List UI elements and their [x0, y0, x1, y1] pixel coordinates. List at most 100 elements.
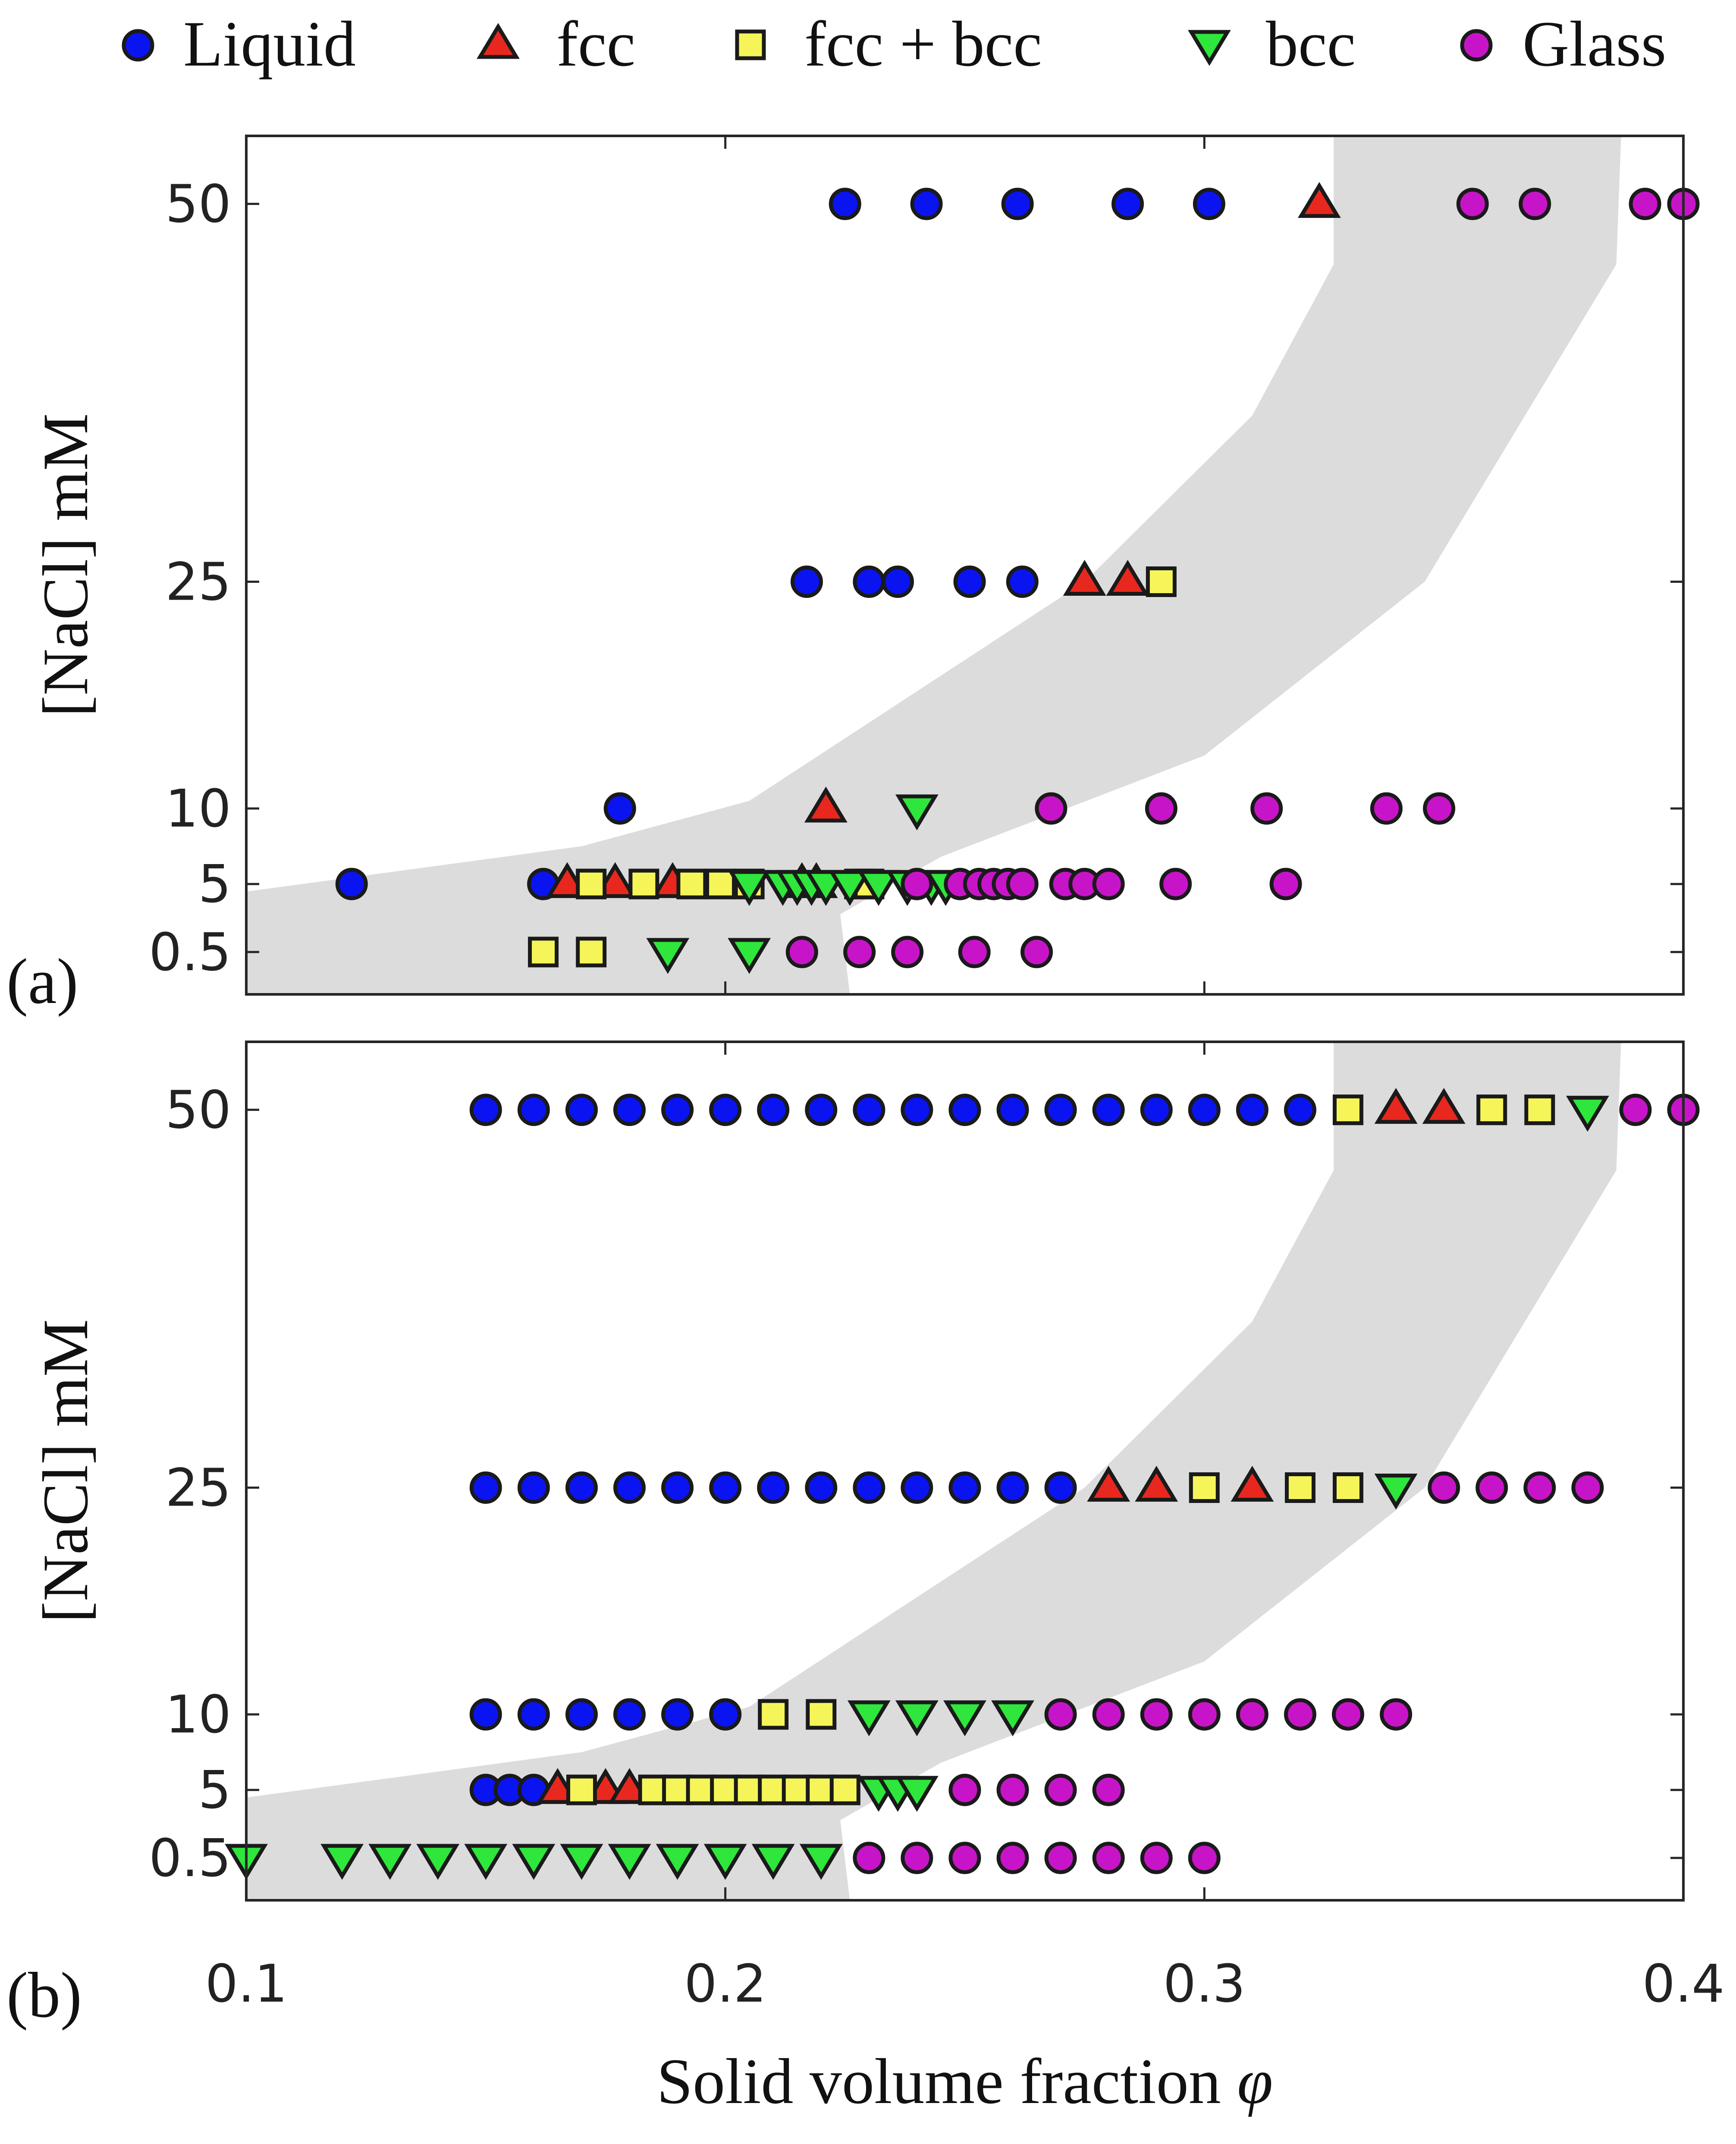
panel-b-point-liquid	[661, 1471, 694, 1504]
panel-b-point-liquid	[613, 1698, 646, 1731]
panel-b-point-fcc-bcc	[758, 1699, 789, 1730]
panel-b-point-fcc	[1087, 1465, 1130, 1502]
panel-a-ytick-label: 0.5	[149, 923, 231, 983]
panel-b-point-glass	[1044, 1842, 1077, 1874]
panel-b-point-fcc	[1374, 1088, 1418, 1124]
panel-a-point-fcc-bcc	[1146, 566, 1177, 597]
panel-b-point-liquid	[613, 1094, 646, 1126]
panel-b-xtick-label: 0.1	[205, 1954, 288, 2014]
panel-b-point-liquid	[661, 1094, 694, 1126]
panel-b-point-liquid	[565, 1698, 598, 1731]
panel-b-point-fcc-bcc	[1476, 1094, 1507, 1125]
panel-a-ytick-label: 10	[165, 779, 231, 839]
panel-a-point-bcc	[895, 794, 939, 830]
panel-b-point-glass	[1140, 1842, 1173, 1874]
panel-b-point-glass	[1188, 1842, 1221, 1874]
panel-b-point-glass	[1140, 1698, 1173, 1731]
panel-b-point-liquid	[805, 1471, 838, 1504]
panel-b-point-glass	[1188, 1698, 1221, 1731]
panel-b-point-fcc-bcc	[1333, 1472, 1363, 1503]
panel-a-point-glass	[1159, 868, 1192, 900]
panel-a-point-liquid	[882, 566, 914, 598]
panel-b-ytick-label: 10	[165, 1685, 231, 1745]
panel-b-ytick-label: 0.5	[149, 1829, 231, 1889]
panel-b-point-liquid	[901, 1471, 933, 1504]
panel-b-point-glass	[1619, 1094, 1652, 1126]
panel-b-point-liquid	[565, 1094, 598, 1126]
panel-b-point-glass	[1523, 1471, 1556, 1504]
panel-b-xtick-label: 0.4	[1642, 1954, 1725, 2014]
panel-a-letter: (a)	[6, 946, 78, 1017]
panel-b-point-liquid	[709, 1094, 742, 1126]
panel-b-ytick-label: 25	[165, 1459, 231, 1518]
panel-b-point-bcc	[751, 1844, 795, 1880]
panel-b-ytick-label: 50	[165, 1081, 231, 1141]
panel-a-point-liquid	[853, 566, 885, 598]
panel-b-point-liquid	[853, 1471, 885, 1504]
panel-b-point-fcc-bcc	[1285, 1472, 1315, 1503]
panel-a-point-fcc	[1063, 560, 1106, 596]
panel-a-point-bcc	[646, 938, 690, 974]
panel-b-point-bcc	[560, 1844, 603, 1880]
legend: Liquid fcc fcc + bcc bcc Glass	[122, 8, 1666, 80]
panel-b-point-bcc	[703, 1844, 747, 1880]
panel-b-point-liquid	[613, 1471, 646, 1504]
panel-a-point-fcc-bcc	[628, 868, 659, 899]
panel-b-point-bcc	[464, 1844, 508, 1880]
panel-a-point-glass	[1092, 868, 1125, 900]
legend-liquid-label: Liquid	[183, 8, 356, 80]
panel-b-point-liquid	[1236, 1094, 1268, 1126]
panel-a-point-liquid	[1111, 188, 1144, 220]
panel-a-point-fcc-bcc	[528, 937, 559, 968]
panel-a-point-glass	[1370, 792, 1403, 825]
panel-b-point-bcc	[512, 1844, 556, 1880]
panel-a-point-glass	[1629, 188, 1661, 220]
legend-item-bcc: bcc	[1188, 8, 1356, 80]
legend-glass-label: Glass	[1523, 8, 1666, 80]
panel-b-point-liquid	[1188, 1094, 1221, 1126]
panel-b-point-liquid	[517, 1471, 550, 1504]
panel-b-point-bcc	[799, 1844, 843, 1880]
panel-b-point-bcc	[1374, 1474, 1418, 1510]
panel-a-point-fcc-bcc	[676, 868, 707, 899]
panel-b: 0.5 5 10 25 50 0.1 0.2 0.3 0.4 [NaCl] mM (b)	[6, 1041, 1725, 2031]
legend-fcc-label: fcc	[556, 8, 635, 80]
panel-a-point-bcc	[828, 870, 872, 906]
panel-a-point-glass	[1145, 792, 1177, 825]
panel-a-point-fcc-bcc	[576, 937, 607, 968]
panel-b-point-glass	[948, 1842, 981, 1874]
legend-fcc-marker	[477, 23, 520, 59]
panel-b-point-bcc	[943, 1700, 986, 1736]
panel-a: 0.5 5 10 25 50 [NaCl] mM (a)	[6, 135, 1700, 1017]
legend-fcc-bcc-marker	[735, 29, 766, 60]
panel-b-shaded-region	[246, 1042, 1621, 1900]
panel-b-frame	[245, 1041, 1685, 1902]
panel-b-point-glass	[1044, 1698, 1077, 1731]
panel-b-point-glass	[1380, 1698, 1413, 1731]
x-axis-label: Solid volume fraction φ	[657, 2046, 1273, 2117]
panel-b-point-bcc	[416, 1844, 460, 1880]
panel-b-point-liquid	[1092, 1094, 1125, 1126]
panel-a-point-glass	[1269, 868, 1302, 900]
panel-b-xtick-label: 0.2	[684, 1954, 766, 2014]
panel-a-point-glass	[1423, 792, 1456, 825]
panel-b-point-liquid	[517, 1698, 550, 1731]
panel-b-point-liquid	[709, 1698, 742, 1731]
panel-b-y-axis-label: [NaCl] mM	[30, 1319, 101, 1623]
panel-b-point-bcc	[368, 1844, 412, 1880]
panel-b-point-liquid	[1044, 1471, 1077, 1504]
panel-b-point-bcc	[656, 1844, 699, 1880]
panel-a-point-bcc	[728, 938, 771, 974]
panel-a-point-liquid	[829, 188, 861, 220]
panel-a-point-liquid	[1001, 188, 1034, 220]
panel-b-point-liquid	[805, 1094, 838, 1126]
panel-b-xtick-label: 0.3	[1163, 1954, 1246, 2014]
panel-b-point-liquid	[996, 1094, 1029, 1126]
panel-b-point-fcc-bcc	[1524, 1094, 1555, 1125]
panel-b-point-glass	[1236, 1698, 1268, 1731]
panel-a-point-glass	[1035, 792, 1067, 825]
panel-a-point-liquid	[1193, 188, 1225, 220]
panel-b-point-bcc	[847, 1700, 891, 1736]
x-axis-label-symbol: φ	[1237, 2046, 1273, 2117]
